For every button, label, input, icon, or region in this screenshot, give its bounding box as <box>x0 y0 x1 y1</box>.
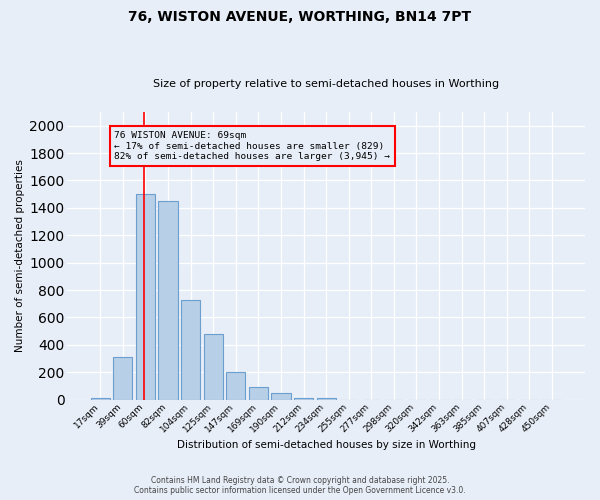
Bar <box>294 398 313 400</box>
Text: 76 WISTON AVENUE: 69sqm
← 17% of semi-detached houses are smaller (829)
82% of s: 76 WISTON AVENUE: 69sqm ← 17% of semi-de… <box>115 131 391 161</box>
Title: Size of property relative to semi-detached houses in Worthing: Size of property relative to semi-detach… <box>153 79 499 89</box>
X-axis label: Distribution of semi-detached houses by size in Worthing: Distribution of semi-detached houses by … <box>176 440 476 450</box>
Bar <box>271 392 290 400</box>
Y-axis label: Number of semi-detached properties: Number of semi-detached properties <box>15 160 25 352</box>
Bar <box>158 201 178 400</box>
Bar <box>113 357 133 400</box>
Bar <box>226 372 245 400</box>
Bar <box>181 300 200 400</box>
Text: 76, WISTON AVENUE, WORTHING, BN14 7PT: 76, WISTON AVENUE, WORTHING, BN14 7PT <box>128 10 472 24</box>
Bar <box>136 194 155 400</box>
Text: Contains HM Land Registry data © Crown copyright and database right 2025.
Contai: Contains HM Land Registry data © Crown c… <box>134 476 466 495</box>
Bar <box>249 388 268 400</box>
Bar <box>91 398 110 400</box>
Bar <box>203 334 223 400</box>
Bar <box>317 398 335 400</box>
